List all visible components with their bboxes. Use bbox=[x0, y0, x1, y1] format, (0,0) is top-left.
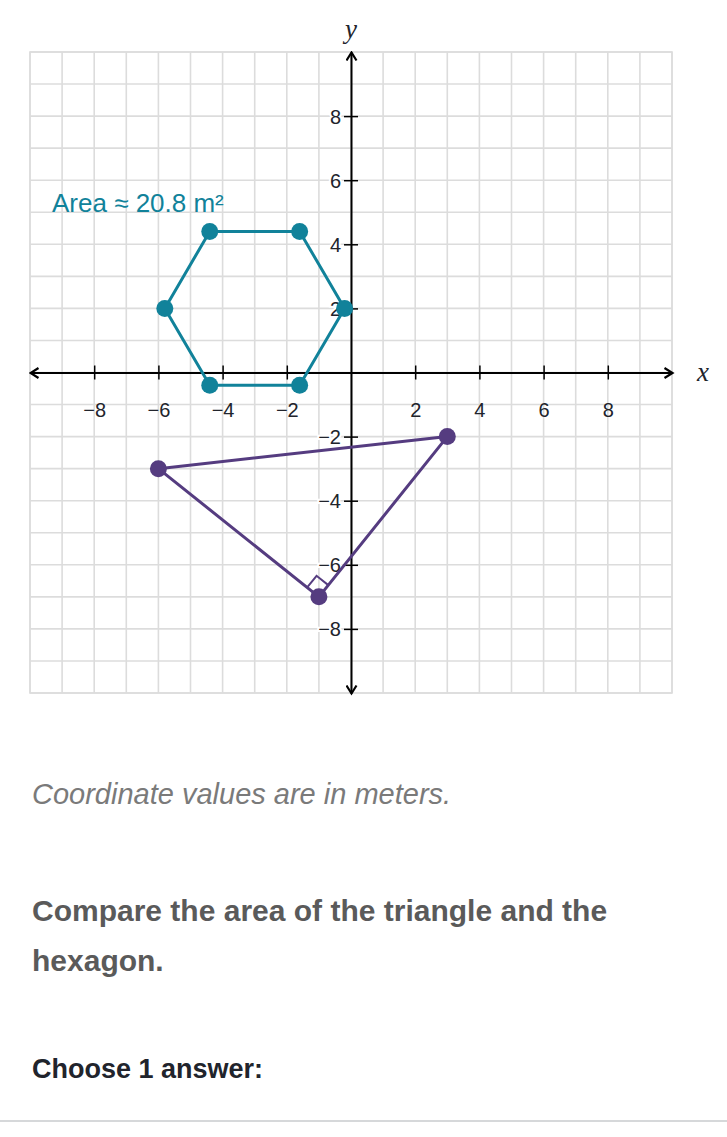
vertex-point bbox=[291, 223, 308, 240]
grid bbox=[30, 52, 672, 693]
x-tick-mark bbox=[287, 366, 289, 380]
question: Compare the area of the triangle and the… bbox=[32, 886, 682, 986]
y-tick-label: 6 bbox=[330, 170, 341, 192]
y-tick-mark bbox=[344, 500, 358, 502]
y-tick-mark bbox=[344, 629, 358, 631]
x-tick-mark bbox=[415, 366, 417, 380]
coordinate-plane: −8−6−4−22468−8−6−4−22468xyArea ≈ 20.8 m² bbox=[0, 0, 727, 720]
x-tick-label: −6 bbox=[147, 399, 170, 421]
vertex-point bbox=[439, 428, 456, 445]
polygon bbox=[158, 437, 447, 597]
y-tick-label: −2 bbox=[318, 426, 341, 448]
x-tick: −4 bbox=[212, 366, 235, 421]
y-tick: −4 bbox=[318, 490, 358, 512]
x-tick-label: 8 bbox=[603, 399, 614, 421]
x-tick-label: 4 bbox=[474, 399, 485, 421]
y-tick: 4 bbox=[330, 234, 358, 256]
vertex-point bbox=[201, 377, 218, 394]
x-tick-mark bbox=[222, 366, 224, 380]
x-tick-mark bbox=[608, 366, 610, 380]
x-tick-mark bbox=[543, 366, 545, 380]
x-axis-label: x bbox=[696, 357, 709, 387]
y-tick-label: −8 bbox=[318, 618, 341, 640]
y-tick: 2 bbox=[330, 298, 358, 320]
y-tick-mark bbox=[344, 116, 358, 118]
vertex-point bbox=[150, 460, 167, 477]
x-tick-label: −8 bbox=[83, 399, 106, 421]
x-tick-mark bbox=[158, 366, 160, 380]
x-tick-mark bbox=[94, 366, 96, 380]
x-tick-label: −2 bbox=[276, 399, 299, 421]
x-tick-mark bbox=[479, 366, 481, 380]
vertex-point bbox=[310, 588, 327, 605]
divider bbox=[0, 1120, 727, 1122]
y-axis-label: y bbox=[342, 14, 357, 44]
x-tick: 2 bbox=[410, 366, 421, 421]
y-tick-label: −4 bbox=[318, 490, 341, 512]
right-angle-mark bbox=[307, 576, 328, 588]
x-tick: −2 bbox=[276, 366, 299, 421]
x-tick: −6 bbox=[147, 366, 170, 421]
y-axis-line bbox=[351, 53, 353, 694]
vertex-point bbox=[336, 300, 353, 317]
x-tick: 8 bbox=[603, 366, 614, 421]
note: Coordinate values are in meters. bbox=[32, 778, 451, 811]
y-tick-label: 4 bbox=[330, 234, 341, 256]
x-tick: 4 bbox=[474, 366, 485, 421]
area-annotation: Area ≈ 20.8 m² bbox=[52, 188, 224, 218]
x-tick-label: 2 bbox=[410, 399, 421, 421]
shapes bbox=[150, 223, 456, 605]
x-tick-label: −4 bbox=[212, 399, 235, 421]
y-tick-mark bbox=[344, 436, 358, 438]
plot-frame bbox=[30, 52, 672, 693]
vertex-point bbox=[201, 223, 218, 240]
y-tick: 8 bbox=[330, 106, 358, 128]
polygon bbox=[165, 231, 345, 385]
y-tick: −2 bbox=[318, 426, 358, 448]
vertex-point bbox=[291, 377, 308, 394]
x-tick: 6 bbox=[539, 366, 550, 421]
y-tick: −8 bbox=[318, 618, 358, 640]
y-tick: 6 bbox=[330, 170, 358, 192]
y-tick-label: 8 bbox=[330, 106, 341, 128]
y-tick-mark bbox=[344, 180, 358, 182]
y-tick-mark bbox=[344, 244, 358, 246]
x-tick-label: 6 bbox=[539, 399, 550, 421]
prompt: Choose 1 answer: bbox=[32, 1054, 263, 1085]
x-tick: −8 bbox=[83, 366, 106, 421]
vertex-point bbox=[156, 300, 173, 317]
